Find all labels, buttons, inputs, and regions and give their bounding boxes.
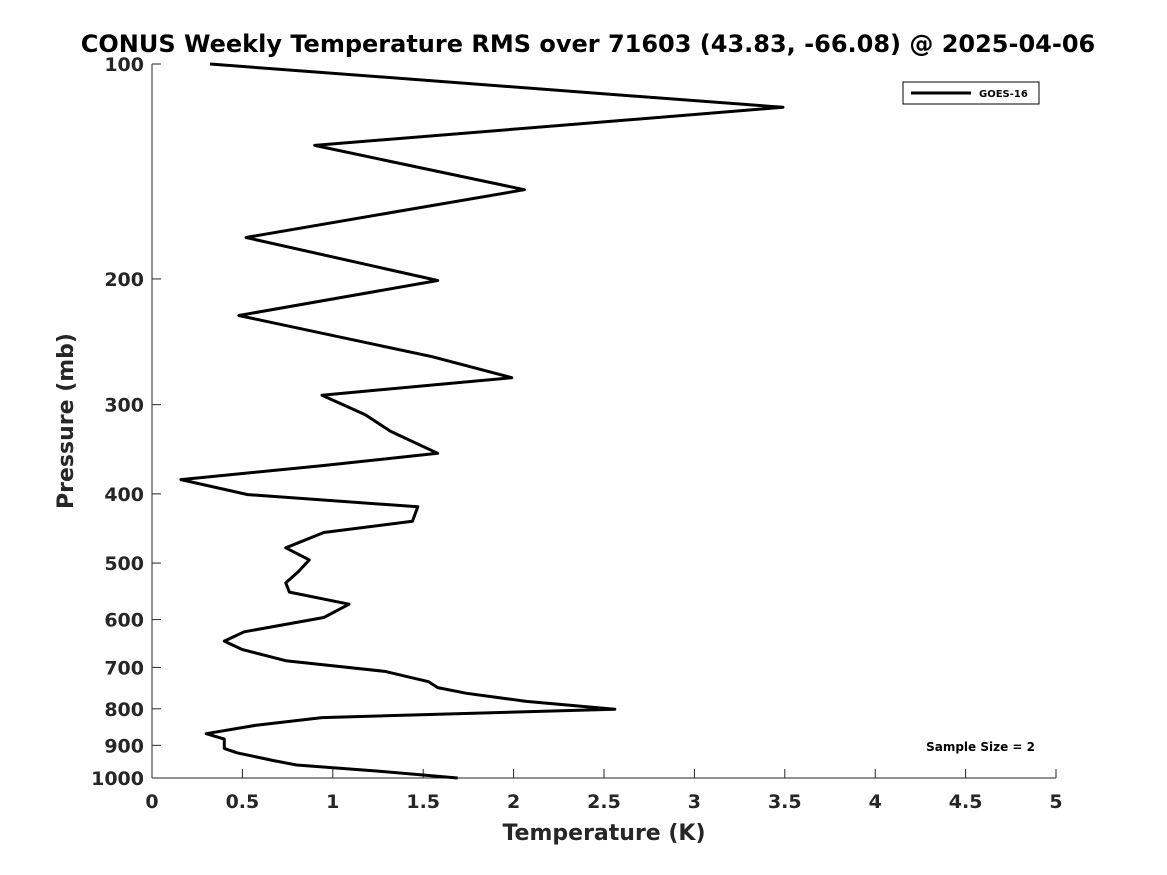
- x-tick-label: 3: [688, 791, 701, 813]
- x-axis-label: Temperature (K): [502, 821, 705, 846]
- x-tick-label: 5: [1049, 791, 1062, 813]
- y-axis-label: Pressure (mb): [54, 333, 79, 509]
- y-tick-label: 400: [104, 484, 144, 506]
- x-tick-label: 3.5: [768, 791, 802, 813]
- y-tick-label: 800: [104, 699, 144, 721]
- y-ticks: 100 200 300 400 500 600 700 800 900 1000: [91, 54, 161, 790]
- x-tick-label: 1: [326, 791, 339, 813]
- x-tick-label: 4.5: [949, 791, 983, 813]
- x-tick-label: 2: [507, 791, 520, 813]
- x-tick-label: 4: [869, 791, 882, 813]
- x-ticks: 0 0.5 1 1.5 2 2.5 3 3.5 4 4.5 5: [145, 769, 1063, 813]
- chart-title: CONUS Weekly Temperature RMS over 71603 …: [81, 30, 1095, 58]
- y-tick-label: 500: [104, 553, 144, 575]
- x-tick-label: 0: [145, 791, 158, 813]
- y-tick-label: 200: [104, 269, 144, 291]
- legend-label: GOES-16: [979, 89, 1028, 100]
- y-tick-label: 100: [104, 54, 144, 76]
- y-tick-label: 900: [104, 735, 144, 757]
- x-tick-label: 1.5: [406, 791, 440, 813]
- legend: GOES-16: [902, 81, 1040, 105]
- y-tick-label: 300: [104, 395, 144, 417]
- sample-size-annotation: Sample Size = 2: [926, 740, 1035, 754]
- x-tick-label: 2.5: [587, 791, 621, 813]
- y-tick-label: 1000: [91, 768, 144, 790]
- y-tick-label: 600: [104, 610, 144, 632]
- series-line-goes16: [179, 62, 785, 780]
- y-tick-label: 700: [104, 657, 144, 679]
- x-tick-label: 0.5: [226, 791, 260, 813]
- plot-area: [152, 64, 1056, 778]
